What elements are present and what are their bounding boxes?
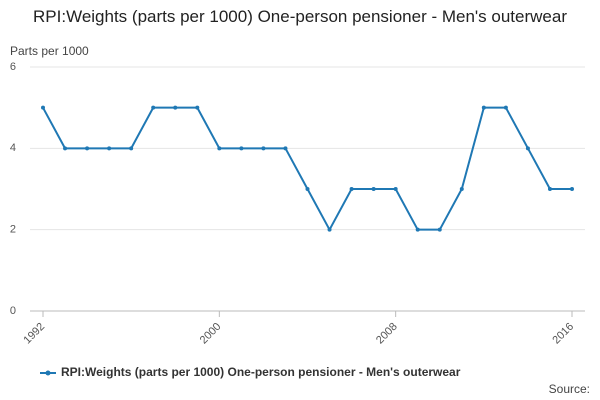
point (437, 227, 442, 232)
y-tick-label: 4 (10, 142, 16, 154)
chart-title: RPI:Weights (parts per 1000) One-person … (33, 7, 567, 26)
point (195, 105, 200, 110)
point (371, 187, 376, 191)
point (570, 187, 574, 191)
point (525, 146, 530, 151)
x-tick-label: 2016 (550, 321, 576, 347)
point (349, 187, 354, 191)
legend-label: RPI:Weights (parts per 1000) One-person … (61, 365, 461, 379)
point (547, 187, 552, 191)
point (63, 146, 68, 151)
y-tick-label: 6 (10, 61, 16, 73)
point (261, 146, 266, 151)
point (217, 146, 222, 151)
point (503, 105, 508, 110)
y-tick-label: 0 (10, 305, 16, 317)
x-tick-label: 2000 (198, 321, 224, 347)
y-axis-label: Parts per 1000 (10, 44, 89, 58)
point (393, 187, 398, 191)
point (283, 146, 288, 151)
point (459, 187, 464, 191)
x-tick-label: 2008 (374, 321, 400, 347)
y-tick-label: 2 (10, 224, 16, 236)
point (107, 146, 112, 151)
point (415, 227, 420, 232)
point (327, 227, 332, 232)
point (239, 146, 244, 151)
point (151, 105, 156, 110)
legend-marker (45, 370, 51, 376)
point (85, 146, 90, 151)
point (41, 105, 45, 110)
source-label: Source: (549, 382, 590, 396)
point (305, 187, 310, 191)
series-line (42, 106, 572, 232)
point (481, 105, 486, 110)
point (173, 105, 178, 110)
point (129, 146, 134, 151)
x-tick-label: 1992 (21, 321, 47, 347)
